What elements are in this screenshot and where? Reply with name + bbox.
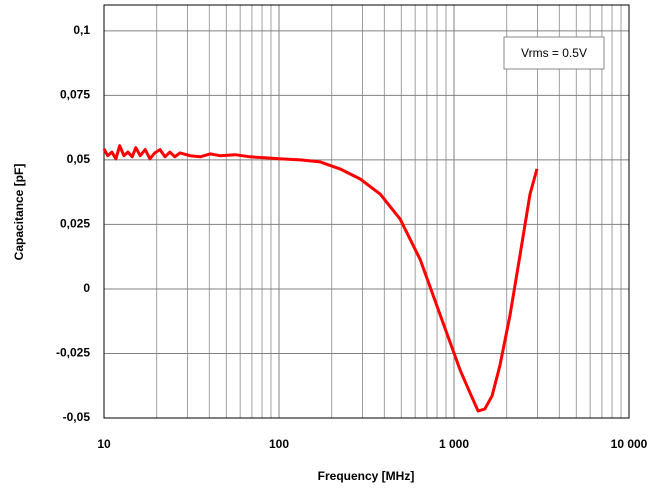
data-line (102, 144, 539, 413)
plot-frame (103, 4, 630, 419)
x-axis-title: Frequency [MHz] (318, 469, 415, 483)
y-tick-label: 0,05 (67, 152, 91, 166)
y-tick-label: 0,075 (60, 88, 90, 102)
annotation: Vrms = 0.5V (521, 46, 587, 60)
annotation-box (503, 36, 605, 70)
y-tick-label: 0,1 (73, 23, 90, 37)
x-tick-label: 10 (97, 437, 111, 451)
y-tick-label: 0,025 (60, 217, 90, 231)
x-tick-label: 100 (269, 437, 289, 451)
y-tick-label: 0 (83, 281, 90, 295)
x-tick-label: 10 000 (611, 437, 648, 451)
y-axis-title: Capacitance [pF] (12, 164, 26, 261)
y-tick-label: -0,025 (56, 346, 90, 360)
x-tick-label: 1 000 (439, 437, 469, 451)
y-tick-label: -0,05 (63, 410, 91, 424)
